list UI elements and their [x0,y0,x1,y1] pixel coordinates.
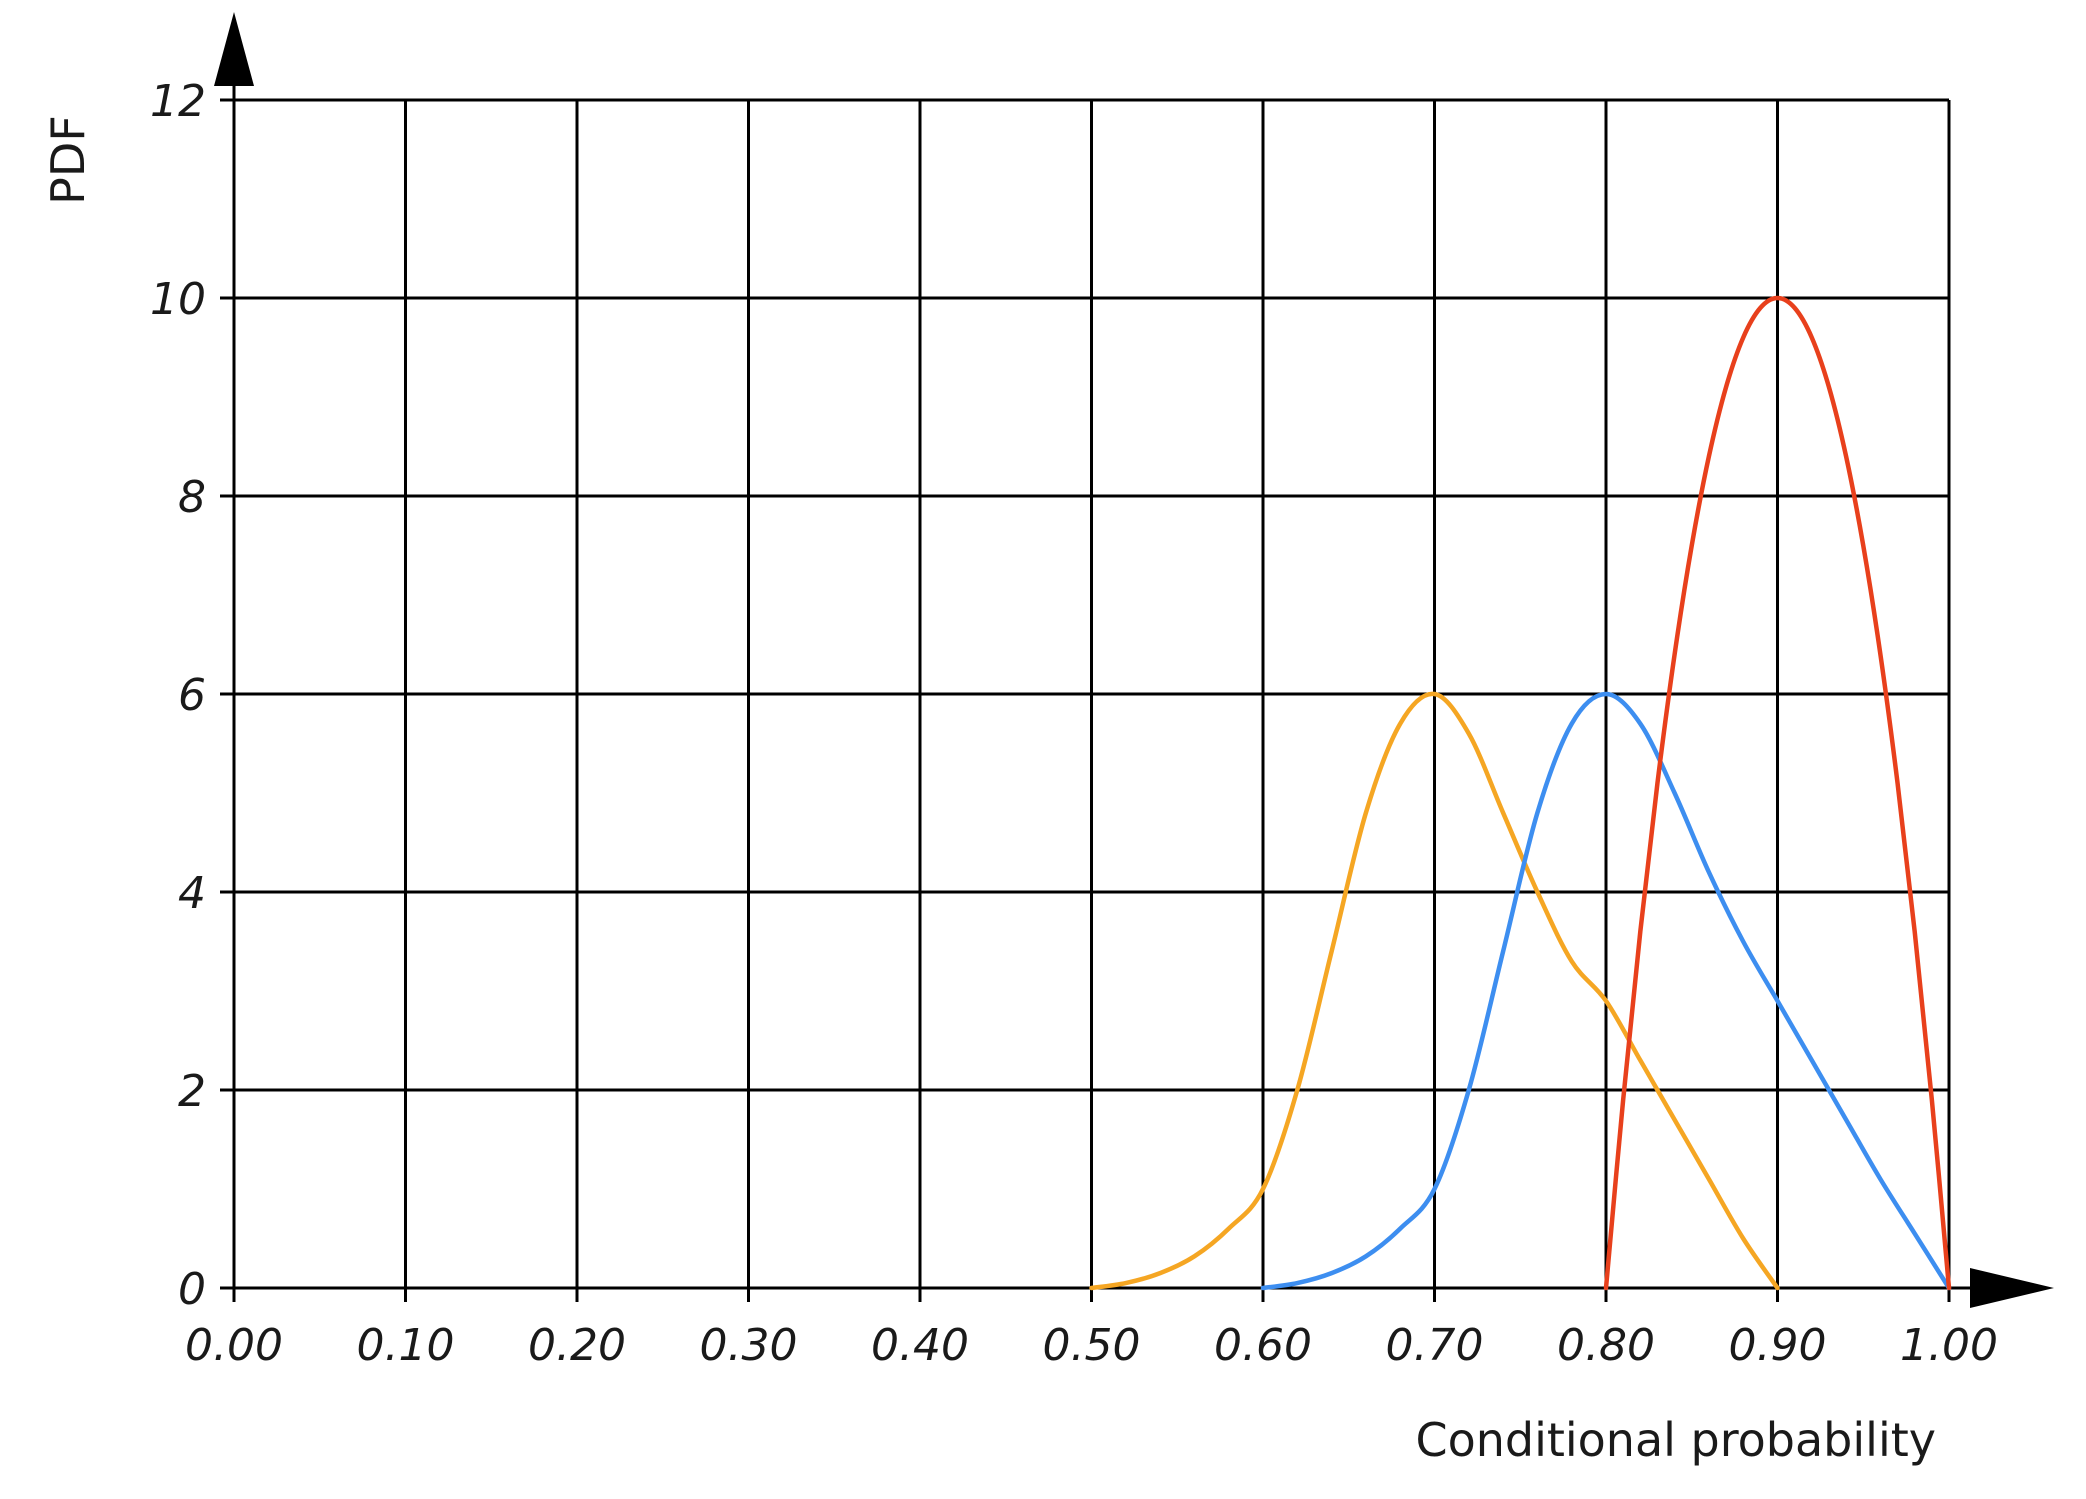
x-axis-arrow-icon [1970,1268,2054,1308]
x-tick-label: 0.30 [700,1320,798,1371]
y-tick-label: 4 [178,868,206,919]
series-line-2 [1260,691,1952,1291]
x-tick-label: 0.70 [1386,1320,1484,1371]
y-tick-label: 10 [150,274,206,325]
x-tick-label: 0.90 [1729,1320,1827,1371]
y-tick-label: 6 [178,670,206,721]
x-tick-label: 1.00 [1900,1320,1998,1371]
series-line-3 [1603,295,1952,1291]
series-layer [1089,295,1952,1291]
tick-labels: 0.00 0.10 0.20 0.30 0.40 0.50 0.60 0.70 0.80 0.90… [150,76,1998,1371]
x-tick-label: 0.10 [357,1320,455,1371]
y-tick-label: 0 [178,1264,206,1315]
y-axis-title: PDF [41,115,95,205]
y-tick-label: 8 [178,472,206,523]
x-tick-label: 0.20 [528,1320,626,1371]
y-tick-label: 2 [178,1066,206,1117]
x-axis-title: Conditional probability [1415,1413,1936,1467]
y-axis-arrow-icon [214,12,254,86]
x-tick-label: 0.40 [871,1320,969,1371]
x-tick-label: 0.50 [1043,1320,1141,1371]
x-tick-label: 0.80 [1557,1320,1655,1371]
grid [234,98,1951,1288]
x-tick-label: 0.00 [185,1320,283,1371]
series-line-1 [1089,691,1780,1291]
x-tick-label: 0.60 [1214,1320,1312,1371]
y-tick-label: 12 [150,76,206,127]
